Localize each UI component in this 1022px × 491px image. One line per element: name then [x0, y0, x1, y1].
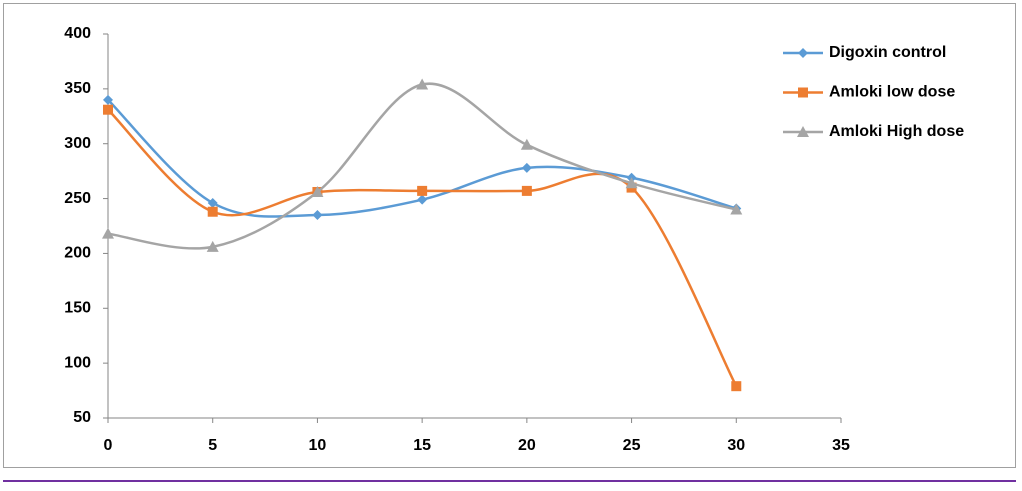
x-tick-label: 10	[309, 437, 327, 454]
marker	[103, 94, 113, 105]
legend-label: Amloki low dose	[829, 84, 955, 101]
y-tick-label: 250	[64, 190, 91, 207]
legend-marker	[797, 126, 809, 137]
marker	[731, 381, 742, 392]
y-tick-label: 150	[64, 300, 91, 317]
x-tick-label: 25	[623, 437, 641, 454]
y-tick-label: 100	[64, 354, 91, 371]
legend-marker	[798, 48, 808, 58]
y-tick-label: 300	[64, 135, 91, 152]
marker	[417, 194, 428, 205]
y-tick-label: 350	[64, 80, 91, 97]
x-tick-label: 0	[104, 437, 113, 454]
marker	[520, 138, 533, 150]
y-tick-label: 400	[64, 25, 91, 42]
x-tick-label: 20	[518, 437, 536, 454]
marker	[103, 104, 113, 115]
y-tick-label: 200	[64, 245, 91, 262]
marker	[102, 227, 114, 239]
marker	[521, 162, 532, 173]
legend-label: Amloki High dose	[829, 123, 964, 140]
marker	[730, 203, 743, 215]
marker	[417, 185, 428, 196]
legend-marker	[798, 87, 808, 98]
marker	[312, 210, 323, 221]
x-tick-label: 30	[727, 437, 745, 454]
marker	[521, 185, 532, 196]
marker	[311, 185, 324, 197]
marker	[207, 197, 218, 208]
marker	[625, 177, 638, 189]
marker	[207, 206, 218, 217]
x-tick-label: 15	[413, 437, 431, 454]
y-tick-label: 50	[73, 409, 91, 426]
x-tick-label: 35	[832, 437, 850, 454]
legend-label: Digoxin control	[829, 44, 946, 61]
chart-frame	[3, 3, 1016, 468]
marker	[416, 78, 429, 90]
marker	[206, 240, 219, 252]
x-tick-label: 5	[208, 437, 217, 454]
